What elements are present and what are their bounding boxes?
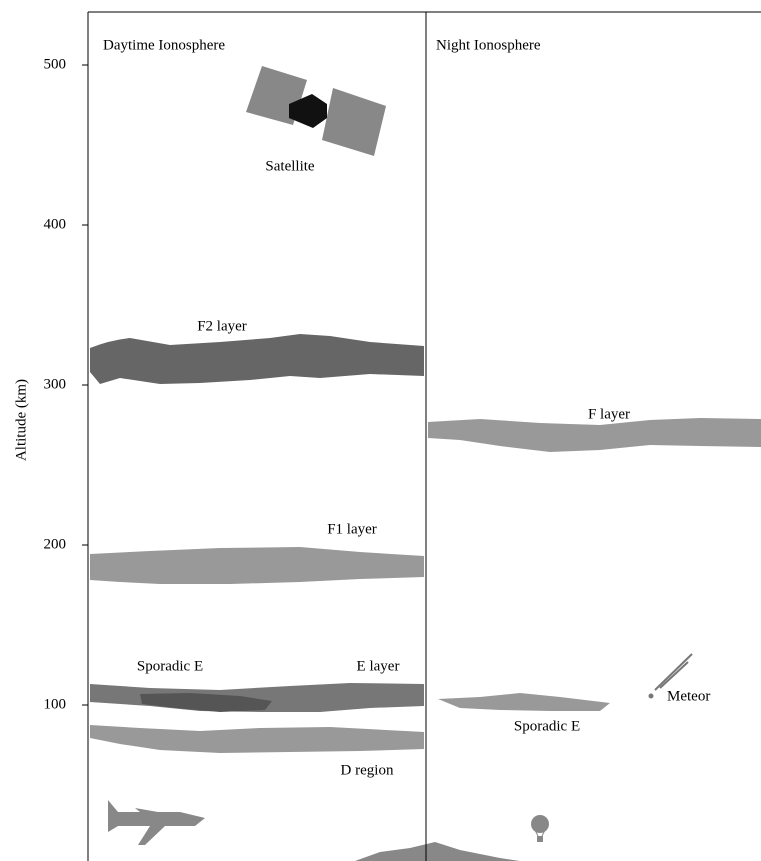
label: Meteor <box>667 688 710 704</box>
label: Sporadic E <box>137 658 203 674</box>
label: Satellite <box>265 158 314 174</box>
airplane-icon <box>108 800 205 845</box>
label: F1 layer <box>327 521 377 537</box>
axis-label: Altitude (km) <box>13 379 29 461</box>
f1-layer <box>90 547 424 584</box>
panel-title: Night Ionosphere <box>436 37 541 53</box>
panel-title: Daytime Ionosphere <box>103 37 225 53</box>
meteor-icon <box>648 653 693 699</box>
satellite-icon <box>246 66 386 156</box>
label: D region <box>341 762 394 778</box>
y-tick-label: 300 <box>44 376 67 392</box>
f2-layer <box>90 334 424 384</box>
label: F layer <box>588 406 630 422</box>
y-tick-label: 400 <box>44 216 67 232</box>
sporadic-e-day <box>140 693 272 712</box>
mountain <box>355 842 520 861</box>
label: Sporadic E <box>514 718 580 734</box>
sporadic-e-night <box>438 693 610 711</box>
y-tick-label: 500 <box>44 56 67 72</box>
label: F2 layer <box>197 318 247 334</box>
f-layer-night <box>428 418 761 452</box>
label: E layer <box>357 658 400 674</box>
d-region <box>90 725 424 753</box>
y-tick-label: 200 <box>44 536 67 552</box>
y-tick-label: 100 <box>44 696 67 712</box>
balloon-icon <box>531 815 549 842</box>
